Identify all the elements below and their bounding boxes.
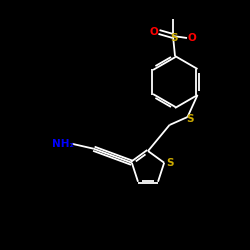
Text: S: S <box>170 33 178 43</box>
Text: O: O <box>150 27 158 37</box>
Text: NH₂: NH₂ <box>52 139 74 149</box>
Text: O: O <box>188 33 196 43</box>
Text: S: S <box>186 114 193 124</box>
Text: S: S <box>166 158 174 168</box>
